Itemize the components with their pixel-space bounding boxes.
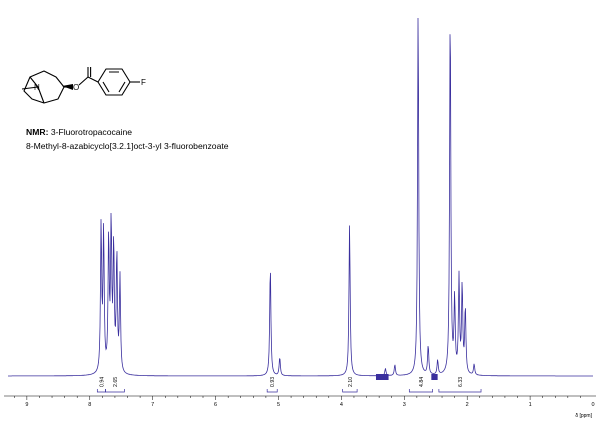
x-tick-label: 9: [25, 402, 28, 408]
spectrum-line: [8, 17, 593, 377]
spectrum-trace-layer: [8, 17, 593, 377]
integral-value-3: 2.10: [348, 377, 354, 387]
x-tick-label: 7: [151, 402, 154, 408]
x-tick-label: 6: [214, 402, 217, 408]
integral-value-2: 0.93: [270, 377, 276, 387]
integral-value-1: 2.65: [113, 377, 119, 387]
wedge-bond: [62, 84, 73, 90]
integral-value-4: 4.84: [419, 377, 425, 387]
fluorine-atom-label: F: [141, 78, 146, 87]
x-tick-label: 0: [591, 402, 594, 408]
integral-bracket-3: [342, 389, 358, 393]
solvent-block-0: [375, 374, 389, 380]
x-axis-label: δ [ppm]: [575, 413, 592, 419]
integral-bracket-4: [408, 389, 433, 393]
compound-iupac-name: 8-Methyl-8-azabicyclo[3.2.1]oct-3-yl 3-f…: [26, 141, 229, 151]
carbonyl-bond: [87, 67, 92, 77]
benzene-inner-bonds: [102, 71, 126, 93]
chemical-structure: N O F: [21, 67, 146, 104]
nitrogen-atom-label: N: [34, 83, 40, 92]
x-tick-label: 5: [277, 402, 280, 408]
n-methyl-bond: [21, 86, 39, 90]
ester-bond-2: [78, 76, 99, 86]
integral-bracket-5: [438, 389, 482, 393]
oxygen-atom-label: O: [73, 83, 79, 92]
integral-bracket-2: [266, 389, 278, 393]
x-tick-label: 8: [88, 402, 91, 408]
x-tick-label: 4: [340, 402, 343, 408]
integral-layer: 0.94 2.65 0.93 2.10 4.84 6.33: [96, 377, 482, 393]
x-axis: 9 8 7 6 5 4 3 2 1 0: [4, 395, 596, 408]
integral-bracket-1: [105, 389, 125, 393]
tropane-ring: [23, 70, 65, 104]
benzene-ring: [97, 68, 131, 96]
integral-bracket-0: [96, 389, 106, 393]
caption-label: NMR:: [26, 127, 49, 137]
x-tick-label: 1: [529, 402, 532, 408]
integral-value-0: 0.94: [99, 377, 105, 387]
integral-value-5: 6.33: [458, 377, 464, 387]
solvent-block-1: [431, 374, 438, 380]
compound-name: 3-Fluorotropacocaine: [50, 127, 133, 137]
solvent-block-layer: [375, 374, 438, 380]
caption-title-line: NMR: 3-Fluorotropacocaine: [26, 127, 132, 138]
x-tick-label: 2: [466, 402, 469, 408]
x-tick-label: 3: [403, 402, 406, 408]
